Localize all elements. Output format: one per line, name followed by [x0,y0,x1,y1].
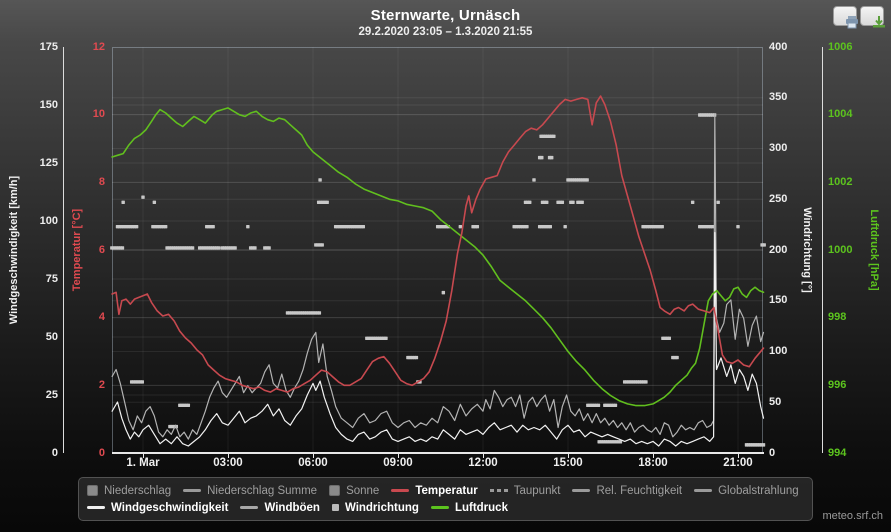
watermark: meteo.srf.ch [822,510,883,522]
temperature-axis-title: Temperatur [°C] [71,208,83,292]
x-axis-tick: 06:00 [298,457,328,469]
wind-direction-tick: 150 [769,294,788,307]
legend-label: Luftdruck [454,501,508,514]
wind-direction-tick: 250 [769,192,788,205]
legend-label: Niederschlag [104,484,172,497]
date-range-subtitle: 29.2.2020 23:05 – 1.3.2020 21:55 [358,26,533,38]
x-tick-mark [483,454,484,458]
pressure-tick: 1000 [828,243,853,256]
pressure-tick: 1006 [828,40,853,53]
wind-speed-tick: 25 [45,388,58,401]
wind-direction-axis-title: Windrichtung [°] [801,207,813,293]
pressure-tick: 1002 [828,175,853,188]
x-axis-tick: 12:00 [468,457,498,469]
temperature-tick: 10 [92,108,105,121]
x-tick-mark [653,454,654,458]
legend-label: Rel. Feuchtigkeit [596,484,683,497]
x-axis-tick: 15:00 [553,457,583,469]
x-axis-tick: 09:00 [383,457,413,469]
legend-row: Windgeschwindigkeit Windböen Windrichtung L… [87,502,804,514]
wind-speed-tick: 175 [39,40,58,53]
line-marker-icon [694,489,713,492]
box-marker-icon [329,485,341,496]
wind-direction-axis-line [822,47,823,453]
x-tick-mark [398,454,399,458]
pressure-tick: 994 [828,446,847,459]
line-marker-icon [240,506,259,509]
x-tick-mark [738,454,739,458]
legend-item-windb-en[interactable]: Windböen [240,501,320,514]
legend-label: Temperatur [415,484,478,497]
line-marker-icon [391,489,410,492]
legend-item-rel-feuchtigkeit[interactable]: Rel. Feuchtigkeit [572,485,682,497]
line-marker-icon [572,489,591,492]
temperature-tick: 8 [98,175,105,188]
wind-speed-tick: 75 [45,272,58,285]
legend-item-windgeschwindigkeit[interactable]: Windgeschwindigkeit [87,502,228,514]
dot-marker-icon [331,504,339,511]
legend-label: Windrichtung [344,501,419,514]
x-axis-tick: 1. Mar [126,457,160,469]
wind-direction-tick: 100 [769,345,788,357]
x-axis-tick: 21:00 [723,457,753,469]
x-axis-line [112,452,764,454]
wind-speed-tick: 125 [39,156,58,169]
legend-item-globalstrahlung[interactable]: Globalstrahlung [694,485,799,497]
wind-direction-tick: 300 [769,142,788,154]
legend-item-niederschlag[interactable]: Niederschlag [87,485,171,497]
legend-item-taupunkt[interactable]: Taupunkt [489,484,561,497]
legend-label: Niederschlag Summe [207,484,318,497]
legend-item-niederschlag-summe[interactable]: Niederschlag Summe [183,485,317,497]
x-tick-mark [313,454,314,458]
wind-direction-tick: 50 [769,395,782,408]
download-button[interactable] [860,6,885,28]
wind-speed-tick: 50 [45,330,58,343]
dashed-line-marker-icon [489,489,508,492]
legend-item-luftdruck[interactable]: Luftdruck [430,501,508,514]
temperature-tick: 4 [98,311,105,324]
page-title: Sternwarte, Urnäsch [370,7,521,24]
legend-item-windrichtung[interactable]: Windrichtung [331,501,419,514]
wind-speed-axis-title: Windgeschwindigkeit [km/h] [8,175,20,325]
wind-direction-tick: 400 [769,40,788,53]
temperature-tick: 6 [98,243,105,256]
wind-speed-tick: 100 [39,214,58,227]
pressure-axis-title: Luftdruck [hPa] [868,209,880,291]
x-tick-mark [228,454,229,458]
line-marker-icon [87,506,105,509]
legend-item-sonne[interactable]: Sonne [329,485,379,497]
wind-speed-axis-line [63,47,64,453]
wind-direction-tick: 350 [769,91,788,104]
x-tick-mark [143,454,144,458]
wind-direction-tick: 0 [769,446,776,459]
pressure-tick: 996 [828,378,847,391]
legend-item-temperatur[interactable]: Temperatur [391,484,478,497]
pressure-tick: 998 [828,311,847,324]
legend-label: Windböen [264,501,320,514]
temperature-tick: 2 [98,378,105,391]
chart-plot-area [110,47,766,453]
wind-direction-tick: 200 [769,243,788,256]
print-button[interactable] [833,6,858,29]
line-marker-icon [430,506,449,509]
temperature-tick: 12 [92,40,105,53]
legend-label: Globalstrahlung [718,484,799,497]
chart-legend: Niederschlag Niederschlag Summe Sonne Tempe… [78,477,813,521]
wind-speed-tick: 0 [51,446,58,459]
temperature-tick: 0 [98,446,105,459]
legend-label: Windgeschwindigkeit [111,501,229,514]
x-tick-mark [568,454,569,458]
pressure-tick: 1004 [828,108,853,121]
box-marker-icon [87,485,98,496]
wind-speed-tick: 150 [39,98,58,111]
legend-label: Sonne [346,484,380,497]
x-axis-tick: 03:00 [213,457,243,469]
legend-label: Taupunkt [513,484,561,497]
x-axis-tick: 18:00 [638,457,668,469]
legend-row: Niederschlag Niederschlag Summe Sonne Tempe… [87,485,804,497]
line-marker-icon [183,489,202,492]
